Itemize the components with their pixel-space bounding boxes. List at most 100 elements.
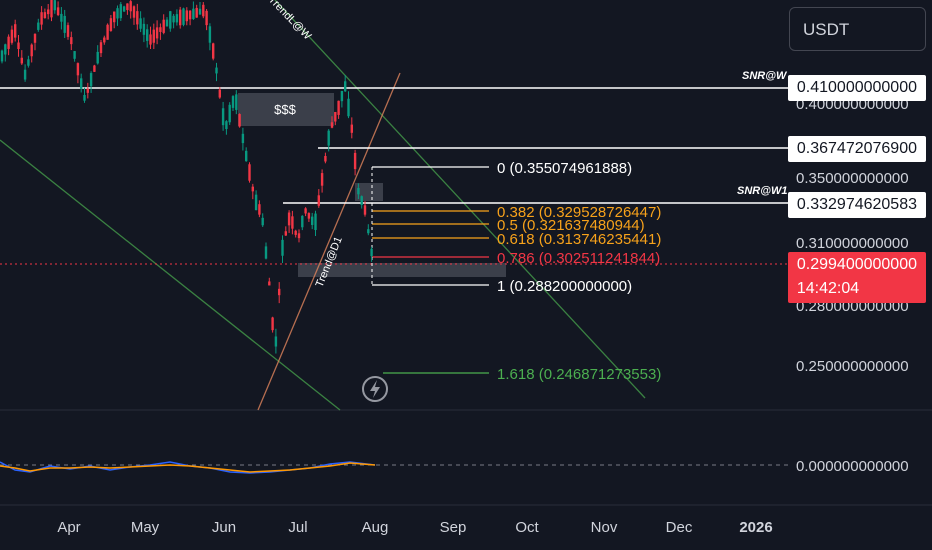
trendline-lower[interactable] [0, 139, 341, 411]
time-tick: May [131, 519, 160, 536]
candle-body [215, 67, 218, 74]
candle-body [4, 44, 7, 55]
candle-body [103, 37, 106, 43]
candle-body [129, 1, 132, 12]
candle-body [99, 42, 103, 54]
candle-body [314, 213, 317, 231]
candle-body [27, 59, 30, 66]
candle-body [50, 0, 53, 18]
price-axis[interactable]: 0.400000000000 0.350000000000 0.31000000… [796, 96, 909, 475]
candle-body [109, 18, 113, 31]
candle-body [357, 187, 360, 195]
candle-body [353, 152, 357, 170]
candle-body [56, 7, 60, 16]
candle-body [251, 186, 254, 192]
candle-body [33, 33, 37, 43]
time-axis[interactable]: Apr May Jun Jul Aug Sep Oct Nov Dec 2026 [57, 519, 772, 536]
candle-body [218, 89, 221, 98]
candle-body [327, 130, 330, 146]
candle-body [122, 6, 126, 12]
trendline-weekly-label: TrendL@W [266, 0, 314, 43]
candle-body [188, 10, 192, 20]
candle-body [363, 205, 367, 215]
candle-body [304, 208, 307, 214]
fib-level-05: 0.5 (0.321637480944) [497, 217, 645, 234]
candle-body [76, 63, 80, 76]
candle-body [86, 88, 89, 93]
candle-body [40, 12, 43, 25]
time-tick: Sep [440, 519, 467, 536]
candle-body [311, 216, 314, 225]
currency-selector[interactable]: USDT [789, 7, 926, 51]
oscillator-tick: 0.000000000000 [796, 458, 909, 475]
dollar-zone[interactable] [238, 93, 334, 126]
candle-body [291, 216, 294, 229]
price-tick: 0.250000000000 [796, 358, 909, 375]
trendline-d1-label: Trend@D1 [314, 235, 345, 289]
candle-body [172, 15, 175, 23]
trendline-weekly[interactable] [274, 0, 646, 399]
candle-body [271, 317, 274, 331]
fibonacci-tool[interactable] [371, 166, 489, 374]
candle-body [20, 57, 23, 64]
candle-body [258, 204, 261, 215]
candle-body [248, 164, 251, 181]
candle-body [274, 336, 278, 347]
candle-body [47, 9, 50, 15]
candle-body [350, 124, 353, 133]
candle-body [221, 108, 225, 126]
candle-body [136, 11, 139, 25]
candle-body [238, 114, 241, 127]
time-tick: Dec [666, 519, 693, 536]
candle-body [367, 229, 370, 234]
candle-body [344, 81, 347, 92]
price-tick: 0.310000000000 [796, 235, 909, 252]
oscillator-pane [0, 461, 790, 474]
time-tick: Jul [288, 519, 307, 536]
price-tag-snr-w1: 0.332974620583 [787, 192, 926, 218]
candle-body [330, 122, 334, 128]
candle-body [278, 288, 281, 296]
candle-body [159, 27, 162, 32]
lightning-icon[interactable] [362, 376, 388, 402]
candle-body [294, 230, 297, 235]
candle-body [320, 173, 324, 186]
candle-body [264, 246, 268, 259]
candle-body [317, 195, 320, 206]
candle-body [149, 34, 152, 45]
candle-body [225, 121, 228, 130]
candle-body [337, 100, 340, 115]
candle-body [301, 215, 304, 228]
candle-body [205, 10, 208, 26]
demand-zone[interactable] [298, 263, 506, 277]
time-tick: Jun [212, 519, 236, 536]
time-tick: 2026 [739, 519, 772, 536]
candle-body [254, 194, 258, 211]
fib-level-1618: 1.618 (0.246871273553) [497, 366, 661, 383]
trendline-d1[interactable] [257, 72, 401, 411]
time-tick: Apr [57, 519, 80, 536]
candle-body [360, 196, 363, 205]
candle-body [152, 29, 155, 43]
candle-body [268, 281, 271, 286]
candle-body [63, 15, 66, 33]
candle-body [66, 25, 70, 37]
candle-body [146, 29, 149, 41]
dollar-zone-label: $$$ [274, 102, 296, 117]
candle-body [261, 217, 264, 226]
candles [0, 0, 373, 354]
candle-body [93, 65, 96, 72]
candle-body [139, 18, 142, 29]
candle-body [142, 23, 146, 35]
candle-body [228, 104, 231, 123]
candle-body [0, 50, 4, 62]
candle-body [155, 27, 159, 39]
candle-body [334, 111, 337, 122]
candle-body [287, 212, 291, 226]
candle-body [245, 150, 248, 162]
candle-body [179, 9, 182, 26]
candle-body [83, 94, 86, 101]
fib-level-0618: 0.618 (0.313746235441) [497, 231, 661, 248]
candle-body [70, 37, 73, 45]
